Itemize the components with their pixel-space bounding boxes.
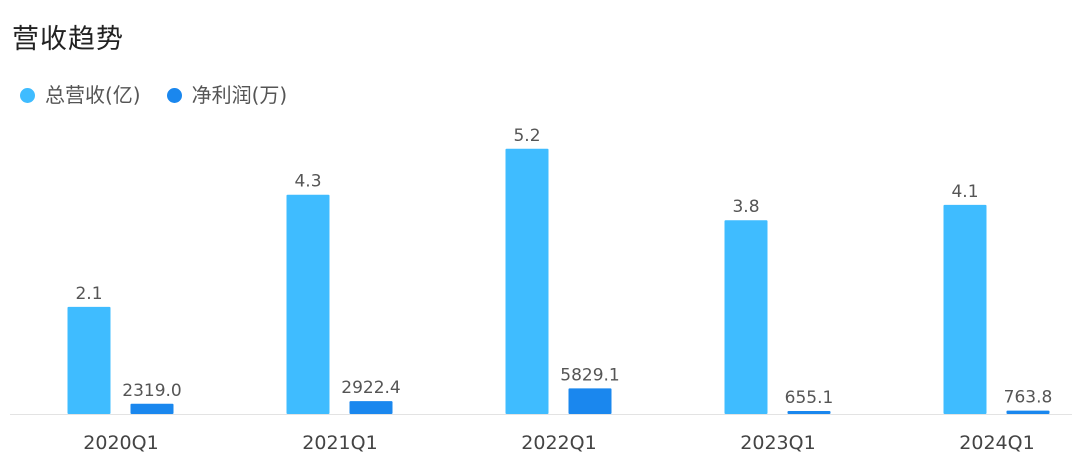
bar-revenue-2023q1[interactable] bbox=[724, 220, 768, 414]
data-label-revenue-2020q1: 2.1 bbox=[75, 284, 102, 304]
chart-title: 营收趋势 bbox=[12, 24, 124, 55]
bar-net-profit-2021q1[interactable] bbox=[349, 401, 393, 414]
legend-item-net-profit[interactable]: 净利润(万) bbox=[166, 80, 288, 110]
data-label-net-profit-2021q1: 2922.4 bbox=[341, 378, 400, 398]
legend-marker-revenue bbox=[20, 87, 35, 103]
x-tick-label-2020q1: 2020Q1 bbox=[83, 432, 158, 454]
bar-net-profit-2023q1[interactable] bbox=[787, 411, 831, 414]
data-label-revenue-2023q1: 3.8 bbox=[732, 197, 759, 217]
data-label-net-profit-2023q1: 655.1 bbox=[785, 388, 834, 408]
bar-revenue-2022q1[interactable] bbox=[505, 148, 549, 415]
x-tick-label-2023q1: 2023Q1 bbox=[740, 432, 815, 454]
x-tick-label-2021q1: 2021Q1 bbox=[302, 432, 377, 454]
data-label-net-profit-2020q1: 2319.0 bbox=[122, 381, 181, 401]
data-label-net-profit-2024q1: 763.8 bbox=[1004, 388, 1053, 408]
legend-marker-net-profit bbox=[166, 87, 182, 103]
x-tick-label-2024q1: 2024Q1 bbox=[959, 432, 1034, 454]
bar-net-profit-2020q1[interactable] bbox=[130, 403, 174, 414]
x-tick-label-2022q1: 2022Q1 bbox=[521, 432, 596, 454]
data-label-net-profit-2022q1: 5829.1 bbox=[560, 365, 619, 385]
bar-revenue-2024q1[interactable] bbox=[943, 204, 987, 414]
data-label-revenue-2021q1: 4.3 bbox=[294, 172, 321, 192]
legend-label-revenue: 总营收(亿) bbox=[45, 83, 141, 107]
bar-revenue-2021q1[interactable] bbox=[286, 194, 330, 414]
bar-net-profit-2022q1[interactable] bbox=[568, 388, 612, 414]
legend-label-net-profit: 净利润(万) bbox=[191, 83, 288, 107]
data-label-revenue-2024q1: 4.1 bbox=[951, 182, 978, 202]
chart-legend: 总营收(亿) 净利润(万) bbox=[20, 80, 313, 110]
data-label-revenue-2022q1: 5.2 bbox=[513, 126, 540, 146]
legend-item-revenue[interactable]: 总营收(亿) bbox=[20, 80, 141, 110]
bar-revenue-2020q1[interactable] bbox=[67, 306, 111, 414]
bar-net-profit-2024q1[interactable] bbox=[1006, 410, 1050, 414]
